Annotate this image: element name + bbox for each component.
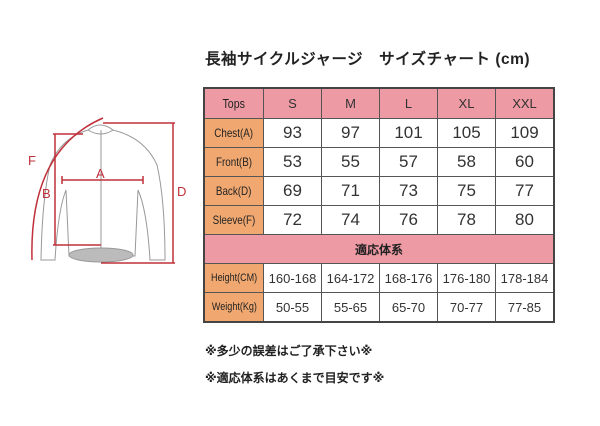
row-label: Height(CM) [210,272,258,284]
label-a: A [96,166,105,181]
cell: 71 [321,176,380,206]
cell: 78 [437,205,496,235]
size-chart-table: Tops S M L XL XXL Chest(A) 93 97 101 105 109 … [203,87,555,323]
cell: 73 [379,176,438,206]
row-label: Back(D) [216,184,252,198]
cell: 77-85 [495,292,555,323]
note-tolerance: ※多少の誤差はご了承下さい※ [205,344,373,358]
cell: 93 [263,118,322,148]
cell: 164-172 [321,263,380,293]
cell: 97 [321,118,380,148]
cell: 50-55 [263,292,322,323]
page-title: 長袖サイクルジャージ サイズチャート (cm) [205,51,531,68]
header-cell: XXL [495,87,555,119]
note-fit-guide: ※適応体系はあくまで目安です※ [205,371,385,385]
cell: 105 [437,118,496,148]
table-row: Sleeve(F) 72 74 76 78 80 [203,205,555,235]
cell: 55 [321,147,380,177]
cell: 55-65 [321,292,380,323]
cell: 109 [495,118,555,148]
header-cell: M [321,87,380,119]
cell: 77 [495,176,555,206]
label-f: F [28,153,36,168]
cell: 58 [437,147,496,177]
cell: 74 [321,205,380,235]
label-d: D [177,184,186,199]
header-cell: S [263,87,322,119]
cell: 70-77 [437,292,496,323]
cell: 72 [263,205,322,235]
row-label: Weight(Kg) [211,301,257,313]
jacket-hem [68,247,134,263]
fit-band-row: 適応体系 [203,234,555,264]
cell: 69 [263,176,322,206]
table-header-row: Tops S M L XL XXL [203,87,555,119]
cell: 176-180 [437,263,496,293]
cell: 65-70 [379,292,438,323]
header-cell: Tops [222,96,246,111]
cell: 80 [495,205,555,235]
jacket-diagram: A B D F [28,117,186,264]
cell: 101 [379,118,438,148]
cell: 160-168 [263,263,322,293]
cell: 60 [495,147,555,177]
header-cell: XL [437,87,496,119]
fit-band-label: 適応体系 [203,234,555,264]
cell: 168-176 [379,263,438,293]
cell: 57 [379,147,438,177]
row-label: Sleeve(F) [212,213,256,227]
header-cell: L [379,87,438,119]
row-label: Front(B) [215,155,253,169]
table-row: Weight(Kg) 50-55 55-65 65-70 70-77 77-85 [203,292,555,323]
table-row: Chest(A) 93 97 101 105 109 [203,118,555,148]
table-row: Height(CM) 160-168 164-172 168-176 176-180 17… [203,263,555,293]
cell: 75 [437,176,496,206]
cell: 76 [379,205,438,235]
table-row: Front(B) 53 55 57 58 60 [203,147,555,177]
cell: 178-184 [495,263,555,293]
table-row: Back(D) 69 71 73 75 77 [203,176,555,206]
cell: 53 [263,147,322,177]
row-label: Chest(A) [214,126,254,140]
jacket-outline [40,124,166,261]
label-b: B [42,186,51,201]
